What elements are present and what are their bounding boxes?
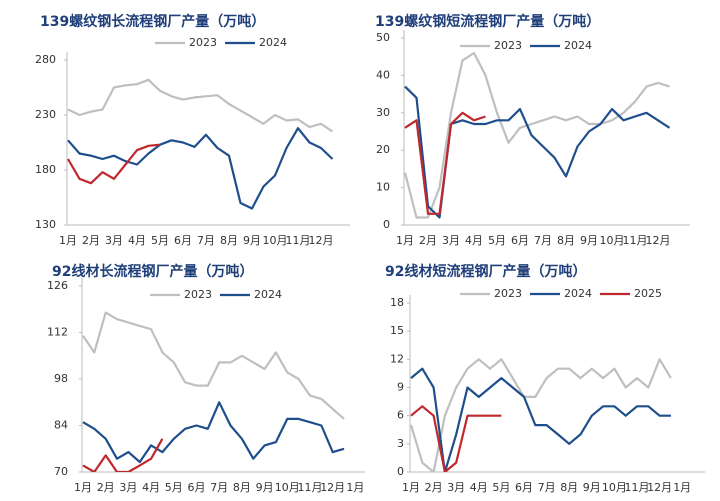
x-tick-label: 11月	[286, 234, 311, 247]
y-tick-label: 9	[397, 381, 404, 394]
series-line	[403, 51, 670, 219]
legend-label: 2023	[494, 39, 522, 52]
y-tick-label: 12	[390, 352, 404, 365]
y-tick-label: 30	[376, 106, 390, 119]
y-tick-label: 112	[47, 326, 68, 339]
series-line	[82, 401, 345, 464]
x-tick-label: 3月	[105, 234, 123, 247]
chart-title: 92线材长流程钢厂产量（万吨）	[52, 263, 253, 280]
y-tick-label: 0	[383, 218, 390, 231]
legend-label: 2024	[564, 39, 592, 52]
series-line	[404, 111, 486, 215]
y-tick-label: 10	[376, 181, 390, 194]
y-tick-label: 18	[390, 296, 404, 309]
x-tick-label: 5月	[492, 481, 510, 494]
y-tick-label: 6	[397, 409, 404, 422]
series-line	[82, 311, 345, 420]
x-tick-label: 10月	[263, 234, 288, 247]
legend-label: 2024	[259, 36, 287, 49]
x-tick-label: 10月	[275, 481, 300, 494]
x-tick-label: 8月	[557, 234, 575, 247]
y-tick-label: 280	[35, 53, 56, 66]
y-tick-label: 3	[397, 437, 404, 450]
x-tick-label: 12月	[320, 481, 345, 494]
x-tick-label: 12月	[309, 234, 334, 247]
legend-label: 2024	[254, 288, 282, 301]
x-tick-label: 4月	[470, 481, 488, 494]
chart-title: 139螺纹钢长流程钢厂产量（万吨）	[40, 13, 265, 30]
x-tick-label: 10月	[602, 481, 627, 494]
x-tick-label: 9月	[243, 234, 261, 247]
x-tick-label: 6月	[515, 481, 533, 494]
y-tick-label: 15	[390, 324, 404, 337]
y-tick-label: 0	[397, 465, 404, 478]
x-tick-label: 1月	[59, 234, 77, 247]
x-tick-label: 5月	[151, 234, 169, 247]
x-tick-label: 12月	[646, 234, 671, 247]
x-tick-label: 11月	[625, 481, 650, 494]
x-tick-label: 7月	[197, 234, 215, 247]
x-tick-label: 2月	[425, 481, 443, 494]
x-tick-label: 8月	[233, 481, 251, 494]
x-tick-label: 10月	[600, 234, 625, 247]
x-tick-label: 12月	[647, 481, 672, 494]
series-line	[82, 438, 164, 472]
chart-title: 92线材短流程钢厂产量（万吨）	[385, 263, 586, 280]
x-tick-label: 7月	[210, 481, 228, 494]
x-tick-label: 6月	[174, 234, 192, 247]
y-tick-label: 20	[376, 143, 390, 156]
x-tick-label: 11月	[623, 234, 648, 247]
x-tick-label: 4月	[128, 234, 146, 247]
x-tick-label: 3月	[119, 481, 137, 494]
x-tick-label: 5月	[165, 481, 183, 494]
x-tick-label: 4月	[142, 481, 160, 494]
x-tick-label: 1月	[74, 481, 92, 494]
series-line	[410, 367, 671, 472]
legend-label: 2024	[564, 287, 592, 300]
x-tick-label: 9月	[580, 234, 598, 247]
series-line	[67, 143, 161, 185]
chart-title: 139螺纹钢短流程钢厂产量（万吨）	[375, 13, 600, 30]
x-tick-label: 7月	[538, 481, 556, 494]
y-tick-label: 98	[54, 372, 68, 385]
x-tick-label: 3月	[447, 481, 465, 494]
y-tick-label: 126	[47, 279, 68, 292]
x-tick-label: 2月	[419, 234, 437, 247]
y-tick-label: 50	[376, 31, 390, 44]
x-tick-label: 9月	[583, 481, 601, 494]
series-line	[67, 127, 334, 210]
series-line	[409, 358, 672, 472]
x-tick-label: 7月	[534, 234, 552, 247]
x-tick-label: 2月	[97, 481, 115, 494]
series-line	[67, 78, 334, 133]
y-tick-label: 70	[54, 465, 68, 478]
legend-label: 2025	[634, 287, 662, 300]
x-tick-label: 9月	[256, 481, 274, 494]
y-tick-label: 230	[35, 108, 56, 121]
x-tick-label: 3月	[442, 234, 460, 247]
x-tick-label: 1月	[673, 481, 691, 494]
x-tick-label: 2月	[82, 234, 100, 247]
x-tick-label: 8月	[220, 234, 238, 247]
y-tick-label: 84	[54, 419, 68, 432]
x-tick-label: 11月	[298, 481, 323, 494]
legend-label: 2023	[189, 36, 217, 49]
x-tick-label: 5月	[488, 234, 506, 247]
legend-label: 2023	[494, 287, 522, 300]
x-tick-label: 1月	[346, 481, 364, 494]
x-tick-label: 1月	[402, 481, 420, 494]
x-tick-label: 8月	[560, 481, 578, 494]
x-tick-label: 1月	[396, 234, 414, 247]
x-tick-label: 4月	[465, 234, 483, 247]
legend-label: 2023	[184, 288, 212, 301]
series-line	[410, 405, 502, 472]
x-tick-label: 6月	[188, 481, 206, 494]
y-tick-label: 40	[376, 68, 390, 81]
y-tick-label: 180	[35, 163, 56, 176]
x-tick-label: 6月	[511, 234, 529, 247]
y-tick-label: 130	[35, 218, 56, 231]
